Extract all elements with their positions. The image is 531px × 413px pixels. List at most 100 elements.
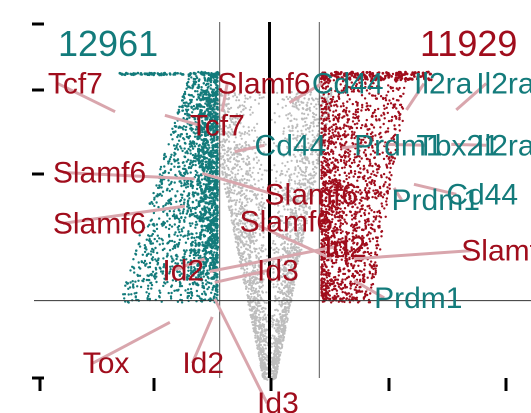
data-point [190,236,194,239]
data-point [191,222,194,225]
data-point [224,171,227,174]
data-point [256,302,260,305]
data-point [147,234,150,237]
data-point [262,186,265,189]
data-point [252,158,255,161]
data-point [173,233,176,236]
data-point [248,260,251,263]
data-point [209,150,213,154]
data-point [262,272,265,275]
data-point [187,294,191,298]
data-point [227,93,230,96]
data-point [200,188,204,192]
data-point [155,201,158,204]
data-point [273,164,276,167]
data-point [233,233,236,236]
data-point [276,359,279,362]
data-point [205,170,208,173]
data-point [178,220,181,224]
data-point [347,148,350,151]
data-point [260,359,263,362]
data-point [249,239,252,242]
data-point [180,184,183,188]
data-point [158,184,161,187]
data-point [249,174,252,177]
data-point [264,332,267,335]
data-point [287,271,290,274]
data-point [260,178,263,181]
data-point [192,194,196,197]
data-point [248,133,251,136]
data-point [243,192,246,195]
data-point [185,125,188,129]
data-point [358,189,362,192]
data-point [208,200,211,203]
data-point [293,222,296,225]
data-point [276,228,279,231]
data-point [213,234,217,238]
data-point [299,200,302,203]
data-point [279,316,282,319]
data-point [251,225,254,228]
data-point [305,212,308,215]
data-point [216,293,219,297]
data-point [179,293,183,297]
data-point [301,196,304,199]
data-point [274,375,277,379]
data-point [287,203,290,206]
data-point [287,97,290,101]
data-point [173,246,177,250]
data-point [184,168,187,171]
data-point [186,291,189,295]
data-point [286,243,289,246]
data-point [241,210,244,213]
data-point [231,191,234,194]
data-point [370,172,373,176]
data-point [249,314,252,317]
data-point [205,99,209,103]
data-point [173,289,176,292]
data-point [255,297,258,300]
data-point [303,97,306,100]
data-point [260,163,263,166]
data-point [298,226,301,229]
data-point [249,249,252,252]
data-point [289,130,292,133]
data-point [159,165,163,169]
data-point [261,210,264,213]
data-point [230,120,233,124]
data-point [171,188,174,191]
data-point [298,160,302,163]
data-point [261,369,264,372]
data-point [210,282,213,285]
data-point [294,148,297,151]
data-point [191,206,194,210]
data-point [292,102,295,105]
data-point [257,102,260,105]
data-point [312,187,315,190]
data-point [276,297,279,300]
data-point [201,191,205,195]
data-point [214,224,218,228]
data-point [294,203,297,206]
data-point [292,256,295,259]
data-point [169,202,173,206]
data-point [282,315,285,318]
data-point [252,289,255,292]
data-point [192,249,196,253]
data-point [306,137,309,140]
data-point [185,160,188,163]
data-point [286,317,289,320]
data-point [254,334,257,337]
data-point [189,224,192,228]
data-point [187,104,190,108]
data-point [183,173,187,176]
data-point [304,146,307,149]
data-point [167,291,170,295]
data-point [137,279,140,282]
data-point [273,335,276,338]
data-point [280,169,283,173]
data-point [152,222,155,226]
data-point [230,106,233,109]
data-point [254,129,257,132]
